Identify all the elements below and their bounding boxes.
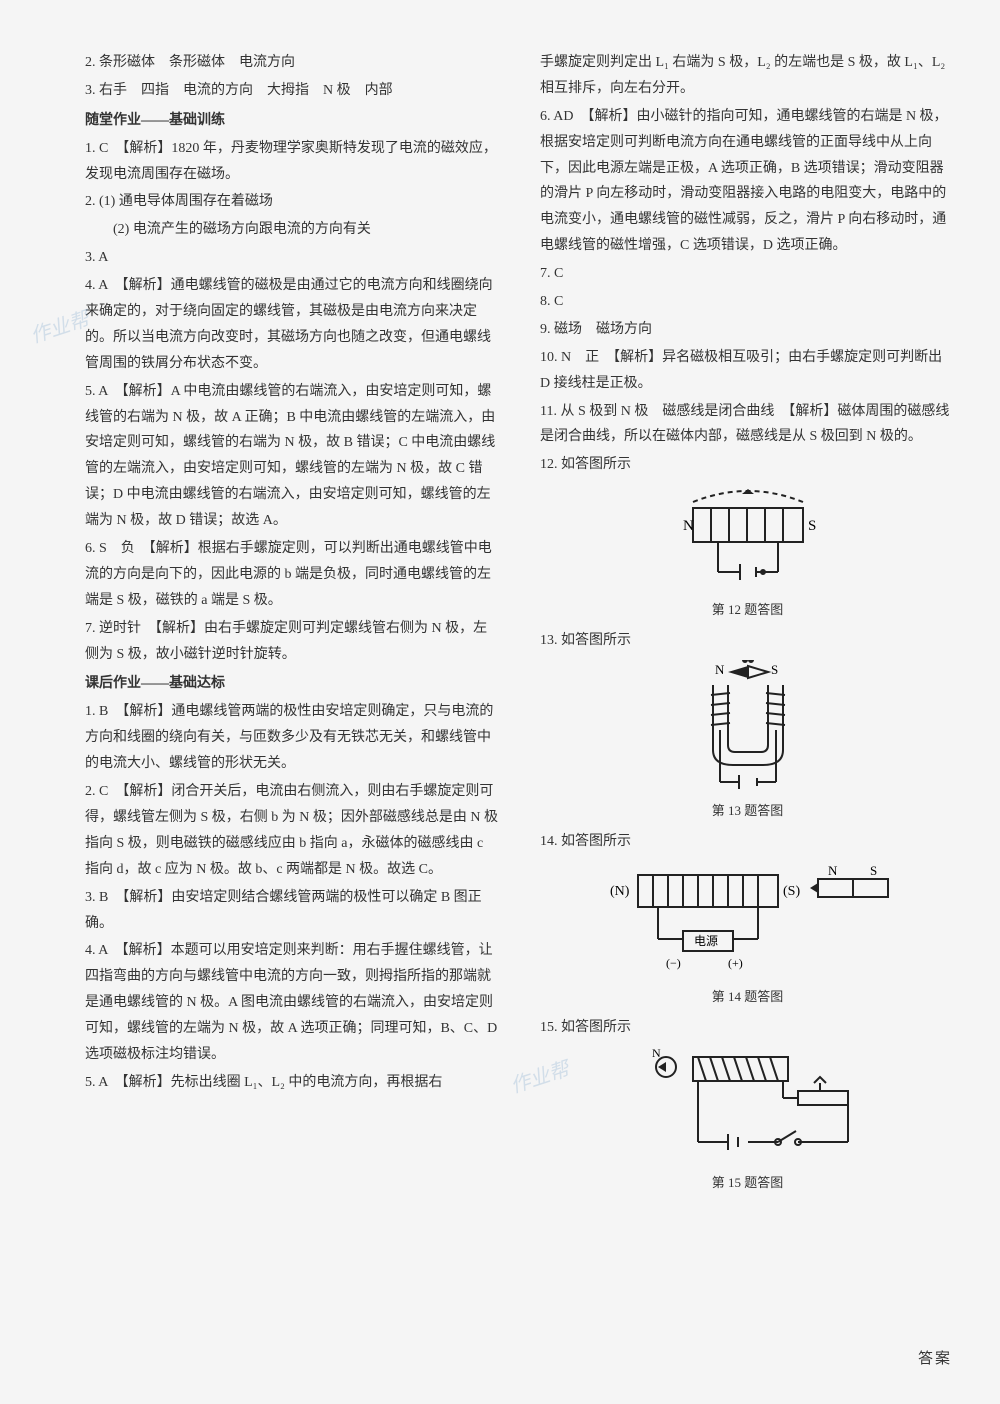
figure-12: N S bbox=[540, 484, 955, 594]
figure-15: N bbox=[540, 1047, 955, 1167]
answer-item: 10. N 正 【解析】异名磁极相互吸引；由右手螺旋定则可判断出 D 接线柱是正… bbox=[540, 345, 955, 397]
watermark: 作业帮 bbox=[26, 302, 94, 356]
answer-item: 6. S 负 【解析】根据右手螺旋定则，可以判断出通电螺线管中电流的方向是向下的… bbox=[85, 536, 500, 614]
text-line: 3. 右手 四指 电流的方向 大拇指 N 极 内部 bbox=[85, 78, 500, 104]
answer-item: 6. AD 【解析】由小磁针的指向可知，通电螺线管的右端是 N 极，根据安培定则… bbox=[540, 104, 955, 259]
label-n: N bbox=[828, 863, 838, 878]
label-s: S bbox=[870, 863, 877, 878]
left-column: 2. 条形磁体 条形磁体 电流方向 3. 右手 四指 电流的方向 大拇指 N 极… bbox=[85, 50, 500, 1364]
answer-item: 11. 从 S 极到 N 极 磁感线是闭合曲线 【解析】磁体周围的磁感线是闭合曲… bbox=[540, 399, 955, 451]
page-body: 2. 条形磁体 条形磁体 电流方向 3. 右手 四指 电流的方向 大拇指 N 极… bbox=[85, 50, 955, 1364]
answer-item: 7. C bbox=[540, 261, 955, 287]
label-source: 电源 bbox=[694, 934, 718, 948]
answer-item: 2. (1) 通电导体周围存在着磁场 bbox=[85, 189, 500, 215]
answer-item: 3. B 【解析】由安培定则结合螺线管两端的极性可以确定 B 图正确。 bbox=[85, 885, 500, 937]
figure-14: (N) (S) N S 电源 (−) (+) bbox=[540, 861, 955, 981]
label-n-paren: (N) bbox=[610, 884, 630, 899]
label-n: N bbox=[715, 662, 725, 677]
answer-item: 5. A 【解析】先标出线圈 L₁、L₂ 中的电流方向，再根据右 bbox=[85, 1070, 500, 1096]
answer-item: 1. C 【解析】1820 年，丹麦物理学家奥斯特发现了电流的磁效应，发现电流周… bbox=[85, 136, 500, 188]
figure-caption: 第 14 题答图 bbox=[540, 985, 955, 1009]
figure-caption: 第 15 题答图 bbox=[540, 1171, 955, 1195]
figure-caption: 第 13 题答图 bbox=[540, 799, 955, 823]
answer-item: 2. C 【解析】闭合开关后，电流由右侧流入，则由右手螺旋定则可得，螺线管左侧为… bbox=[85, 779, 500, 883]
answer-item: 1. B 【解析】通电螺线管两端的极性由安培定则确定，只与电流的方向和线圈的绕向… bbox=[85, 699, 500, 777]
answer-item: 7. 逆时针 【解析】由右手螺旋定则可判定螺线管右侧为 N 极，左侧为 S 极，… bbox=[85, 616, 500, 668]
right-column: 手螺旋定则判定出 L₁ 右端为 S 极，L₂ 的左端也是 S 极，故 L₁、L₂… bbox=[540, 50, 955, 1364]
label-s: S bbox=[808, 518, 816, 534]
answer-item: 4. A 【解析】通电螺线管的磁极是由通过它的电流方向和线圈绕向来确定的，对于绕… bbox=[85, 273, 500, 377]
answer-item: 13. 如答图所示 bbox=[540, 628, 955, 654]
label-s-paren: (S) bbox=[783, 884, 800, 899]
answer-item: 8. C bbox=[540, 289, 955, 315]
answer-cont: 手螺旋定则判定出 L₁ 右端为 S 极，L₂ 的左端也是 S 极，故 L₁、L₂… bbox=[540, 50, 955, 102]
figure-caption: 第 12 题答图 bbox=[540, 598, 955, 622]
answer-item: 3. A bbox=[85, 245, 500, 271]
label-n: N bbox=[683, 518, 694, 534]
section-title: 课后作业——基础达标 bbox=[85, 671, 500, 697]
figure-13: N S bbox=[540, 660, 955, 795]
answer-item: 12. 如答图所示 bbox=[540, 452, 955, 478]
section-title: 随堂作业——基础训练 bbox=[85, 108, 500, 134]
page-footer: 答案 bbox=[918, 1346, 952, 1374]
label-minus: (−) bbox=[666, 956, 681, 970]
answer-item: 15. 如答图所示 bbox=[540, 1015, 955, 1041]
label-s: S bbox=[771, 662, 778, 677]
answer-item: 5. A 【解析】A 中电流由螺线管的右端流入，由安培定则可知，螺线管的右端为 … bbox=[85, 379, 500, 534]
answer-item: 4. A 【解析】本题可以用安培定则来判断：用右手握住螺线管，让四指弯曲的方向与… bbox=[85, 938, 500, 1067]
label-plus: (+) bbox=[728, 956, 743, 970]
answer-sub: (2) 电流产生的磁场方向跟电流的方向有关 bbox=[113, 217, 500, 243]
label-n: N bbox=[652, 1047, 661, 1060]
text-line: 2. 条形磁体 条形磁体 电流方向 bbox=[85, 50, 500, 76]
answer-item: 9. 磁场 磁场方向 bbox=[540, 317, 955, 343]
answer-item: 14. 如答图所示 bbox=[540, 829, 955, 855]
